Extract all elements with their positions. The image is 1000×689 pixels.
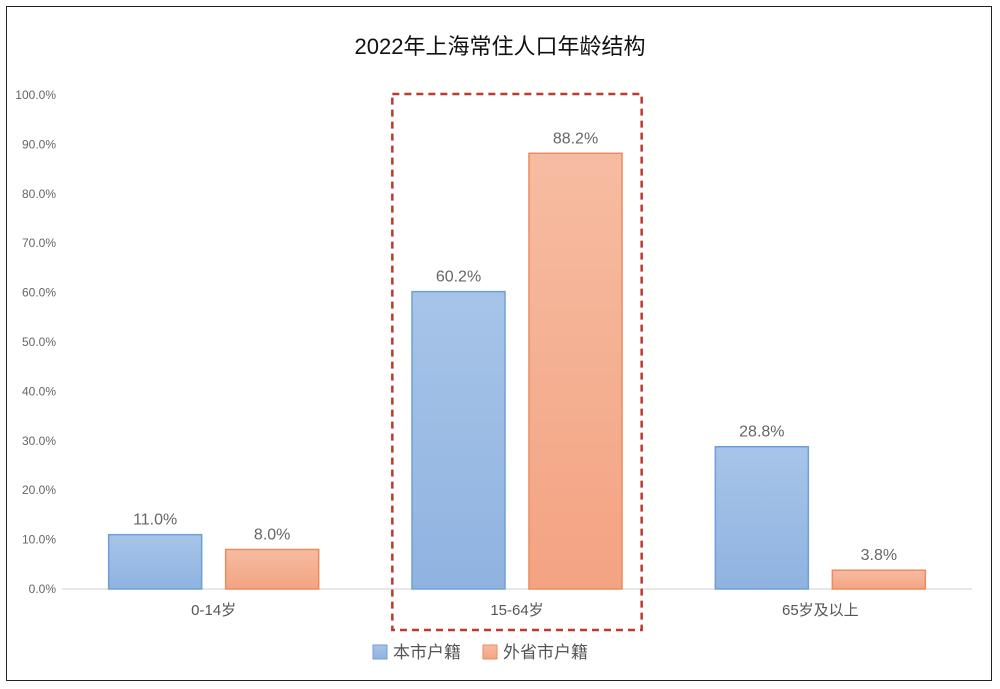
y-tick-label: 50.0%: [22, 335, 56, 349]
data-label: 8.0%: [254, 526, 290, 543]
bar-1-2: [831, 569, 927, 590]
bar-1-0: [224, 548, 320, 590]
y-tick-label: 90.0%: [22, 137, 56, 151]
y-tick-label: 100.0%: [15, 88, 56, 102]
legend-swatch-0: [372, 644, 388, 660]
data-label: 28.8%: [739, 424, 784, 441]
data-label: 3.8%: [861, 547, 897, 564]
bar-0-2: [714, 445, 810, 590]
bar-0-1: [411, 290, 506, 590]
y-tick-label: 80.0%: [22, 187, 56, 201]
x-category-label: 15-64岁: [490, 602, 543, 619]
legend-swatch-1: [482, 644, 498, 660]
legend-label-1: 外省市户籍: [503, 643, 588, 662]
data-label: 88.2%: [553, 130, 598, 147]
x-category-label: 0-14岁: [191, 602, 236, 619]
y-tick-label: 70.0%: [22, 236, 56, 250]
y-tick-label: 30.0%: [22, 434, 56, 448]
y-tick-label: 60.0%: [22, 286, 56, 300]
chart-title: 2022年上海常住人口年龄结构: [355, 34, 646, 59]
bar-1-1: [528, 152, 623, 590]
x-category-label: 65岁及以上: [782, 602, 859, 619]
y-tick-label: 0.0%: [29, 582, 57, 596]
data-label: 11.0%: [133, 512, 177, 529]
data-label: 60.2%: [436, 269, 481, 286]
y-tick-label: 40.0%: [22, 384, 56, 398]
y-tick-label: 20.0%: [22, 483, 56, 497]
y-tick-label: 10.0%: [22, 533, 56, 547]
highlight-box: [391, 92, 643, 632]
bar-0-0: [107, 533, 203, 590]
legend-label-0: 本市户籍: [393, 643, 461, 662]
